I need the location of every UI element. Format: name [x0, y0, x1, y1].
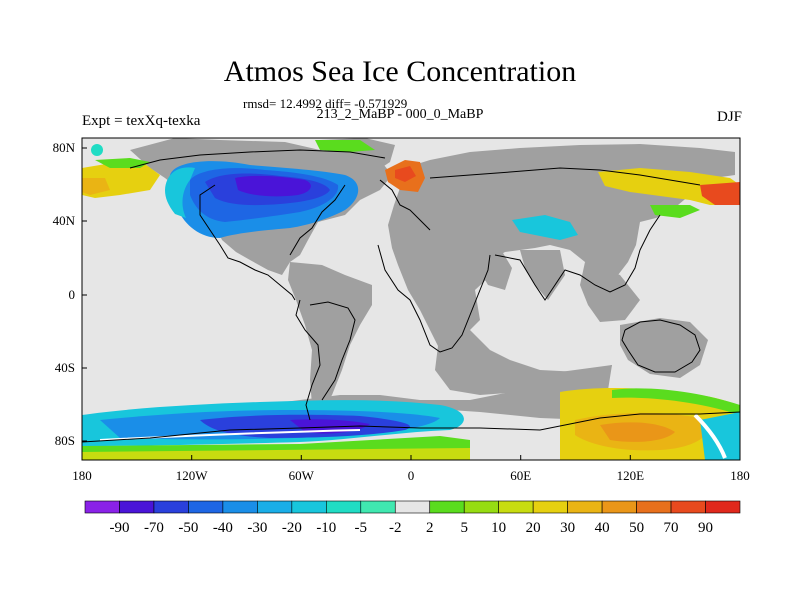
colorbar-label: 5	[460, 520, 468, 536]
y-tick-label: 80N	[53, 140, 76, 155]
season-label: DJF	[716, 109, 742, 125]
y-tick-label: 80S	[55, 433, 75, 448]
colorbar-labels: -90 -70 -50 -40 -30 -20 -10 -5 -2 2 5 10 20 30 40 50 70 9…	[109, 520, 713, 536]
experiment-label: Expt = texXq-texka	[82, 113, 201, 129]
land-antarctica	[230, 365, 612, 425]
anomaly-south-yellow	[82, 448, 470, 460]
colorbar-label: 40	[595, 520, 610, 536]
colorbar-label: 30	[560, 520, 575, 536]
anomaly-layer	[82, 140, 740, 460]
colorbar	[84, 500, 741, 514]
y-tick-label: 0	[69, 287, 76, 302]
land-south-america	[288, 262, 372, 410]
anomaly-west-warm2	[82, 178, 110, 195]
rmsd-diff-stats: rmsd= 12.4992 diff= -0.571929	[243, 96, 408, 111]
colorbar-swatch	[705, 500, 741, 514]
x-tick-label: 120E	[617, 468, 645, 483]
coast-south-america	[295, 299, 321, 421]
x-tick-label: 60W	[289, 468, 315, 483]
colorbar-swatch	[119, 500, 155, 514]
x-ticks	[81, 455, 741, 460]
colorbar-swatch	[601, 500, 637, 514]
colorbar-label: 10	[491, 520, 506, 536]
anomaly-north-peak	[235, 175, 311, 197]
colorbar-swatch	[394, 500, 431, 514]
colorbar-label: 20	[526, 520, 541, 536]
anomaly-central-asia	[512, 215, 578, 240]
anomaly-west-green	[95, 158, 150, 168]
x-tick-label: 120W	[176, 468, 209, 483]
colorbar-label: 90	[698, 520, 713, 536]
anomaly-east-green	[650, 205, 700, 218]
colorbar-label: 2	[426, 520, 434, 536]
anomaly-south-east-rim	[612, 388, 740, 415]
anomaly-south-white-streak	[693, 413, 727, 459]
x-tick-label: 180	[730, 468, 750, 483]
x-tick-label: 0	[408, 468, 415, 483]
colorbar-label: -40	[213, 520, 233, 536]
colorbar-swatch	[567, 500, 603, 514]
land-central-block	[435, 330, 612, 395]
colorbar-label: -30	[247, 520, 267, 536]
coast-north-america	[199, 184, 296, 301]
coast-europe	[379, 179, 431, 231]
coast-australia	[621, 319, 701, 373]
colorbar-label: -50	[178, 520, 198, 536]
coast-antarctica	[81, 411, 741, 443]
coast-north-america-east	[289, 184, 346, 256]
anomaly-arctic-green	[315, 140, 375, 152]
colorbar-label: -20	[282, 520, 302, 536]
colorbar-label: 70	[664, 520, 679, 536]
colorbar-swatch	[429, 500, 465, 514]
anomaly-south-far-east	[700, 412, 740, 460]
x-tick-label: 180	[72, 468, 92, 483]
colorbar-swatch	[532, 500, 568, 514]
coast-africa	[377, 244, 491, 353]
colorbar-swatch	[84, 500, 120, 514]
y-tick-label: 40S	[55, 360, 75, 375]
coast-arctic	[129, 149, 386, 169]
plot-title: Atmos Sea Ice Concentration	[223, 55, 577, 88]
colorbar-swatch	[670, 500, 706, 514]
colorbar-swatch	[153, 500, 189, 514]
x-tick-label: 60E	[510, 468, 531, 483]
y-ticks	[82, 147, 87, 442]
coast-asia-south	[494, 214, 661, 301]
land-australia	[620, 318, 708, 378]
colorbar-swatch	[326, 500, 362, 514]
anomaly-south-east-core	[600, 422, 675, 442]
colorbar-swatch	[636, 500, 672, 514]
colorbar-swatch	[360, 500, 396, 514]
anomaly-north-atlantic-core	[395, 166, 416, 182]
anomaly-south-white-streak2	[99, 429, 361, 441]
colorbar-label: 50	[629, 520, 644, 536]
plot-subtitle: 213_2_MaBP - 000_0_MaBP	[316, 107, 484, 122]
colorbar-label: -70	[144, 520, 164, 536]
colorbar-swatch	[291, 500, 327, 514]
coast-south-america-east	[309, 301, 356, 401]
anomaly-east-orange	[700, 182, 740, 205]
colorbar-swatch	[498, 500, 534, 514]
colorbar-label: -90	[109, 520, 129, 536]
colorbar-swatch	[222, 500, 258, 514]
colorbar-swatch	[257, 500, 293, 514]
y-tick-label: 40N	[53, 213, 76, 228]
coast-asia	[429, 167, 701, 186]
colorbar-swatch	[188, 500, 224, 514]
colorbar-swatch	[463, 500, 499, 514]
coastline-layer	[81, 149, 741, 443]
anomaly-north-rim	[165, 167, 195, 218]
colorbar-label: -2	[389, 520, 402, 536]
anomaly-arctic-cyan-dot	[91, 144, 103, 156]
colorbar-label: -10	[316, 520, 336, 536]
colorbar-label: -5	[355, 520, 368, 536]
